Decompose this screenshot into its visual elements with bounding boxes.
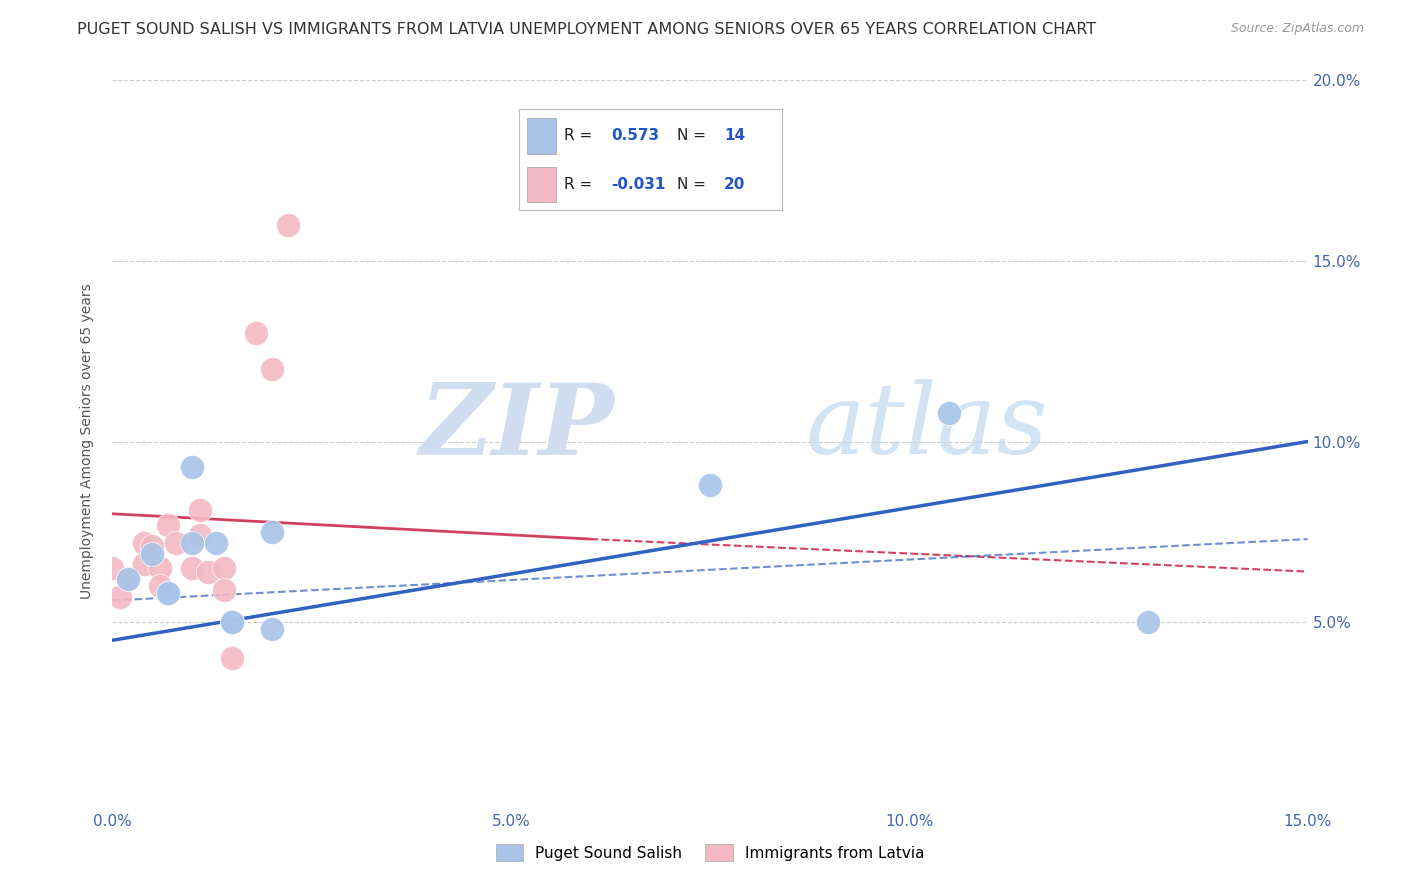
Point	[260, 524, 283, 539]
Text: atlas: atlas	[806, 379, 1049, 475]
Point	[117, 572, 139, 586]
Point	[141, 547, 163, 561]
Point	[188, 503, 211, 517]
Point	[134, 558, 156, 572]
Point	[197, 565, 219, 579]
Point	[188, 528, 211, 542]
Point	[149, 561, 172, 575]
Point	[205, 535, 228, 549]
Point	[101, 561, 124, 575]
Point	[221, 651, 243, 665]
Text: PUGET SOUND SALISH VS IMMIGRANTS FROM LATVIA UNEMPLOYMENT AMONG SENIORS OVER 65 : PUGET SOUND SALISH VS IMMIGRANTS FROM LA…	[77, 22, 1097, 37]
Point	[181, 561, 204, 575]
Point	[141, 539, 163, 553]
Point	[221, 615, 243, 630]
Point	[110, 590, 132, 604]
Point	[245, 326, 267, 340]
Point	[212, 582, 235, 597]
Point	[277, 218, 299, 232]
Point	[181, 459, 204, 474]
Point	[157, 586, 180, 600]
Point	[1137, 615, 1160, 630]
Text: Source: ZipAtlas.com: Source: ZipAtlas.com	[1230, 22, 1364, 36]
Text: ZIP: ZIP	[419, 379, 614, 475]
Point	[260, 623, 283, 637]
Point	[165, 535, 187, 549]
Point	[181, 535, 204, 549]
Point	[260, 362, 283, 376]
Point	[699, 478, 721, 492]
Point	[157, 586, 180, 600]
Y-axis label: Unemployment Among Seniors over 65 years: Unemployment Among Seniors over 65 years	[80, 284, 94, 599]
Legend: Puget Sound Salish, Immigrants from Latvia: Puget Sound Salish, Immigrants from Latv…	[489, 838, 931, 867]
Point	[134, 535, 156, 549]
Point	[212, 561, 235, 575]
Point	[149, 579, 172, 593]
Point	[938, 406, 960, 420]
Point	[221, 615, 243, 630]
Point	[157, 517, 180, 532]
Point	[117, 572, 139, 586]
